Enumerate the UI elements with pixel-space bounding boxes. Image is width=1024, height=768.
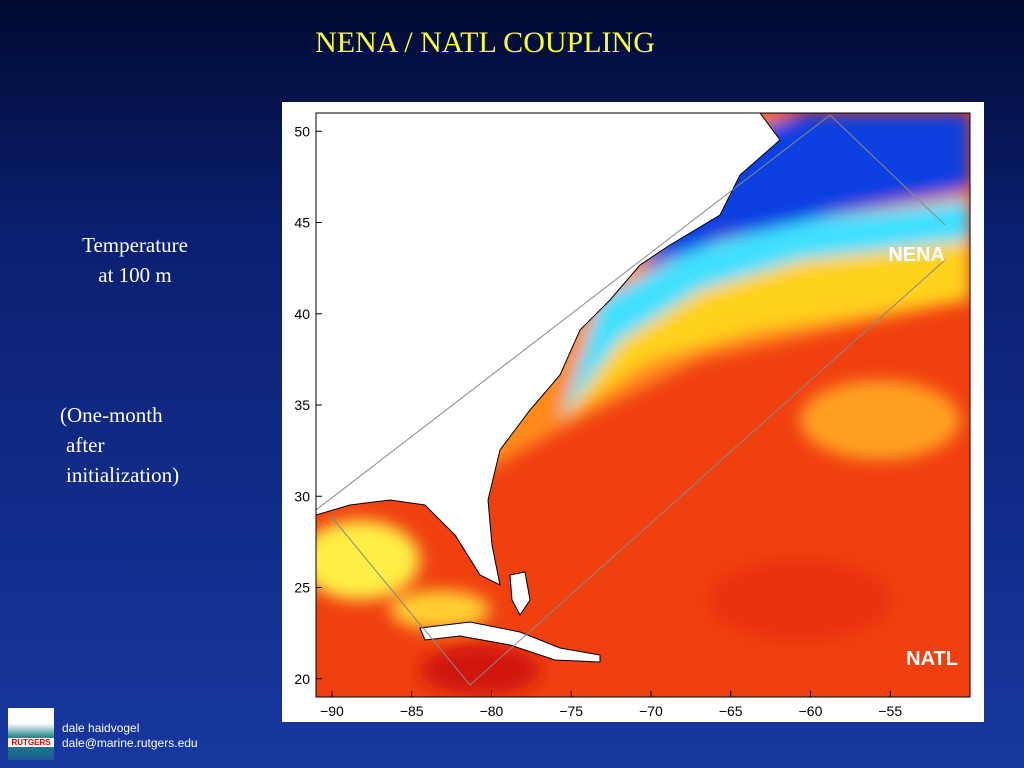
region-label: NATL [906, 648, 958, 670]
note-line: (One-month [60, 403, 163, 427]
note: (One-month after initialization) [60, 400, 179, 490]
y-tick-label: 25 [294, 580, 310, 596]
logo: RUTGERS [8, 708, 54, 760]
x-tick-label: −85 [400, 703, 424, 719]
x-tick-label: −90 [320, 703, 344, 719]
y-tick-label: 20 [294, 671, 310, 687]
x-tick-label: −60 [799, 703, 823, 719]
region-label: NENA [888, 244, 945, 266]
x-tick-label: −55 [878, 703, 902, 719]
y-tick-label: 30 [294, 488, 310, 504]
x-tick-label: −65 [719, 703, 743, 719]
footer: dale haidvogel dale@marine.rutgers.edu [62, 721, 198, 751]
y-tick-label: 40 [294, 306, 310, 322]
author: dale haidvogel [62, 721, 140, 735]
caption-line: at 100 m [98, 263, 172, 287]
caption: Temperature at 100 m [40, 230, 230, 290]
y-tick-label: 50 [294, 123, 310, 139]
note-line: after [66, 433, 105, 457]
y-tick-label: 35 [294, 397, 310, 413]
logo-text: RUTGERS [8, 738, 54, 747]
note-line: initialization) [66, 463, 180, 487]
email: dale@marine.rutgers.edu [62, 736, 198, 750]
x-tick-label: −75 [559, 703, 583, 719]
caption-line: Temperature [82, 233, 188, 257]
temperature-field [316, 113, 970, 697]
x-tick-label: −80 [480, 703, 504, 719]
x-tick-label: −70 [639, 703, 663, 719]
y-tick-label: 45 [294, 215, 310, 231]
title: NENA / NATL COUPLING [315, 26, 655, 59]
